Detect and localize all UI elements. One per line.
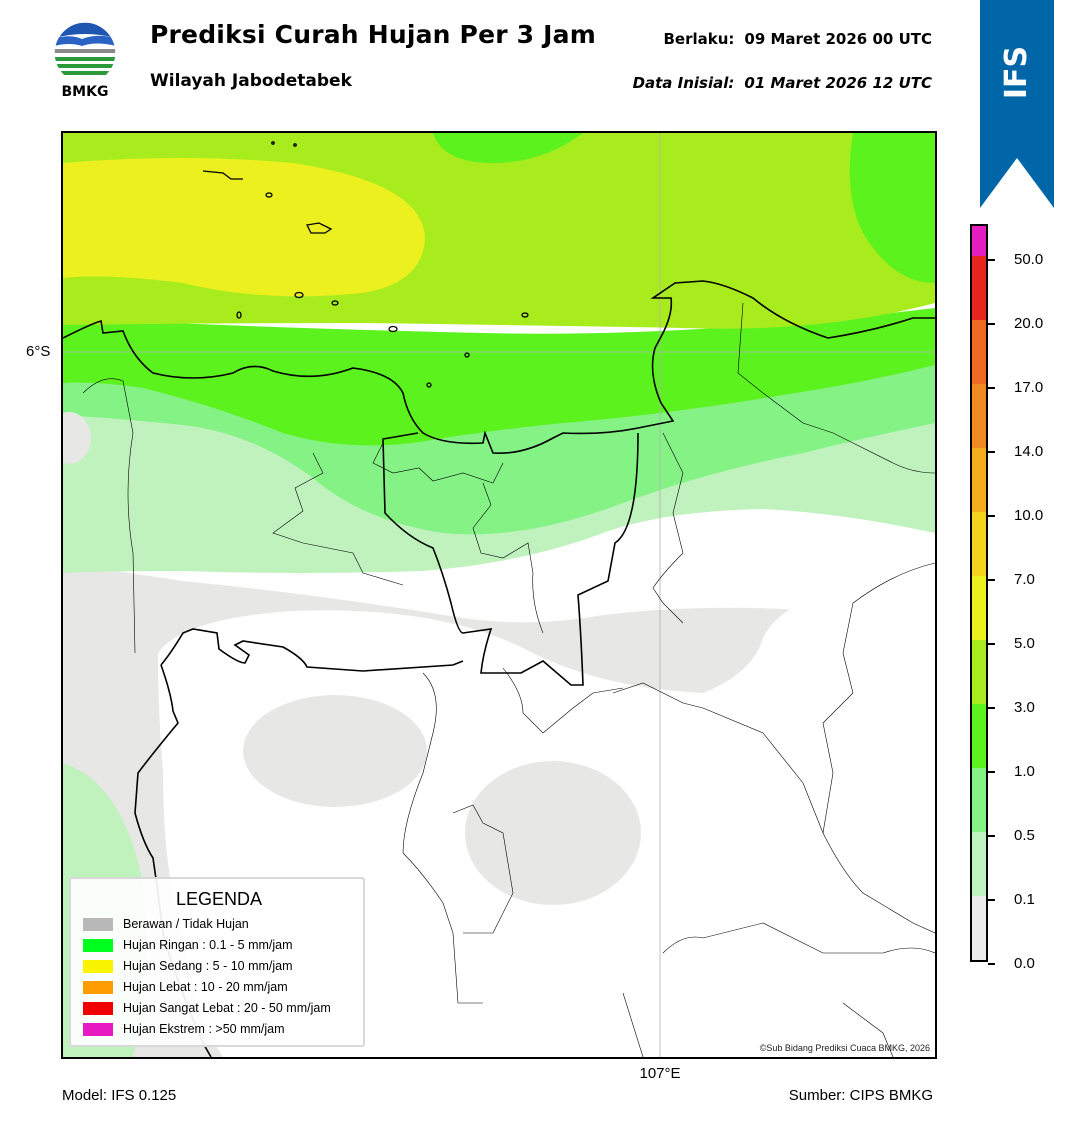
- colorbar-tick: [988, 643, 995, 645]
- colorbar-segment: [972, 896, 986, 960]
- legend-swatch: [83, 1001, 113, 1015]
- legend-item-very-heavy-rain: Hujan Sangat Lebat : 20 - 50 mm/jam: [83, 1000, 331, 1016]
- copyright-text: ©Sub Bidang Prediksi Cuaca BMKG, 2026: [759, 1043, 930, 1053]
- valid-time-value: 09 Maret 2026 00 UTC: [744, 30, 932, 48]
- colorbar-tick-label: 14.0: [1014, 443, 1044, 460]
- colorbar-tick-label: 0.5: [1014, 827, 1035, 844]
- colorbar-tick: [988, 579, 995, 581]
- legend-label: Hujan Ringan : 0.1 - 5 mm/jam: [123, 938, 293, 952]
- colorbar-segment: [972, 768, 986, 832]
- model-label: Model: IFS 0.125: [62, 1087, 177, 1104]
- model-ribbon: [980, 0, 1054, 208]
- legend-item-heavy-rain: Hujan Lebat : 10 - 20 mm/jam: [83, 979, 288, 995]
- page-title: Prediksi Curah Hujan Per 3 Jam: [150, 20, 596, 49]
- colorbar-tick: [988, 899, 995, 901]
- zone-1.0-3.0: [63, 308, 935, 446]
- longitude-label: 107°E: [639, 1065, 681, 1082]
- zone-1.0-3.0-ne: [849, 133, 935, 283]
- colorbar-tick-label: 50.0: [1014, 251, 1044, 268]
- colorbar-segment: [972, 576, 986, 640]
- colorbar-tick-label: 10.0: [1014, 507, 1044, 524]
- ribbon-label-text: IFS: [999, 45, 1035, 99]
- legend-label: Berawan / Tidak Hujan: [123, 917, 249, 931]
- colorbar-segment: [972, 704, 986, 768]
- colorbar-segment: [972, 640, 986, 704]
- zone-1.0-3.0-north: [433, 133, 583, 163]
- latitude-label: 6°S: [26, 343, 51, 360]
- colorbar-tick-label: 7.0: [1014, 571, 1035, 588]
- bmkg-logo: [53, 21, 117, 85]
- legend-swatch: [83, 959, 113, 973]
- colorbar-tick: [988, 451, 995, 453]
- legend-swatch: [83, 1022, 113, 1036]
- colorbar-tick: [988, 515, 995, 517]
- colorbar-tick-label: 0.0: [1014, 955, 1035, 972]
- province-border-south: [160, 628, 464, 672]
- colorbar-tick: [988, 835, 995, 837]
- page-subtitle: Wilayah Jabodetabek: [150, 71, 352, 91]
- zone-5.0-7.0: [63, 158, 425, 297]
- coastline: [63, 280, 935, 455]
- colorbar-tick: [988, 323, 995, 325]
- colorbar-tick-label: 5.0: [1014, 635, 1035, 652]
- colorbar-segment: [972, 384, 986, 448]
- colorbar-tick-label: 0.1: [1014, 891, 1035, 908]
- legend-label: Hujan Lebat : 10 - 20 mm/jam: [123, 980, 288, 994]
- province-border: [382, 432, 639, 686]
- init-time-value: 01 Maret 2026 12 UTC: [744, 74, 932, 92]
- ribbon-label: IFS: [980, 40, 1054, 104]
- colorbar-tick: [988, 707, 995, 709]
- init-time-label: Data Inisial:: [632, 74, 735, 92]
- legend-swatch: [83, 980, 113, 994]
- source-label: Sumber: CIPS BMKG: [788, 1087, 933, 1104]
- colorbar-segment: [972, 448, 986, 512]
- valid-time-label: Berlaku:: [663, 30, 735, 48]
- islands: [202, 141, 529, 388]
- legend-item-light-rain: Hujan Ringan : 0.1 - 5 mm/jam: [83, 937, 293, 953]
- colorbar-segment: [972, 256, 986, 320]
- colorbar-segment: [972, 226, 986, 256]
- init-time-row: Data Inisial: 01 Maret 2026 12 UTC: [633, 74, 932, 92]
- legend-item-moderate-rain: Hujan Sedang : 5 - 10 mm/jam: [83, 958, 293, 974]
- colorbar-tick-label: 1.0: [1014, 763, 1035, 780]
- legend-title: LEGENDA: [175, 889, 263, 909]
- colorbar-tick: [988, 771, 995, 773]
- colorbar-tick-label: 20.0: [1014, 315, 1044, 332]
- legend-label: Hujan Sedang : 5 - 10 mm/jam: [123, 959, 293, 973]
- colorbar-tick: [988, 963, 995, 965]
- colorbar-segment: [972, 832, 986, 896]
- grey-patch-left-edge: [63, 412, 91, 464]
- valid-time-row: Berlaku: 09 Maret 2026 00 UTC: [663, 30, 932, 48]
- colorbar: [970, 224, 988, 962]
- regency-borders: [82, 302, 935, 1057]
- legend-swatch: [83, 917, 113, 931]
- colorbar-tick-label: 3.0: [1014, 699, 1035, 716]
- legend-item-cloudy: Berawan / Tidak Hujan: [83, 916, 249, 932]
- legend-swatch: [83, 938, 113, 952]
- colorbar-segment: [972, 320, 986, 384]
- logo-text: BMKG: [61, 84, 109, 100]
- map-legend: LEGENDA Berawan / Tidak Hujan Hujan Ring…: [69, 877, 365, 1047]
- colorbar-segment: [972, 512, 986, 576]
- grey-patch-central: [465, 761, 641, 905]
- legend-item-extreme-rain: Hujan Ekstrem : >50 mm/jam: [83, 1021, 285, 1037]
- colorbar-tick: [988, 387, 995, 389]
- colorbar-tick-label: 17.0: [1014, 379, 1044, 396]
- legend-label: Hujan Sangat Lebat : 20 - 50 mm/jam: [123, 1001, 331, 1015]
- colorbar-tick: [988, 259, 995, 261]
- legend-label: Hujan Ekstrem : >50 mm/jam: [123, 1022, 285, 1036]
- grey-patch-west: [243, 695, 427, 807]
